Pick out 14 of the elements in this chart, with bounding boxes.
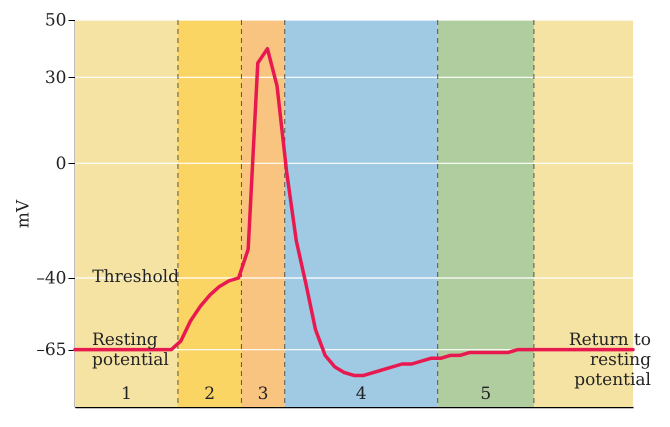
annotation: 4 xyxy=(356,384,367,404)
y-tick-label: –40 xyxy=(36,268,66,288)
y-axis-title: mV xyxy=(13,199,34,228)
y-tick-label: –65 xyxy=(36,340,66,360)
y-tick-label: 30 xyxy=(44,68,66,88)
annotation: 3 xyxy=(258,384,268,404)
annotation: 1 xyxy=(121,384,132,404)
annotation: Threshold xyxy=(92,267,180,287)
annotation: Return to resting potential xyxy=(568,330,652,390)
annotation: 5 xyxy=(480,384,492,404)
annotation: Resting potential xyxy=(92,330,169,370)
annotation: 2 xyxy=(204,384,216,404)
y-tick-label: 50 xyxy=(44,10,66,30)
y-tick-label: 0 xyxy=(56,154,66,174)
